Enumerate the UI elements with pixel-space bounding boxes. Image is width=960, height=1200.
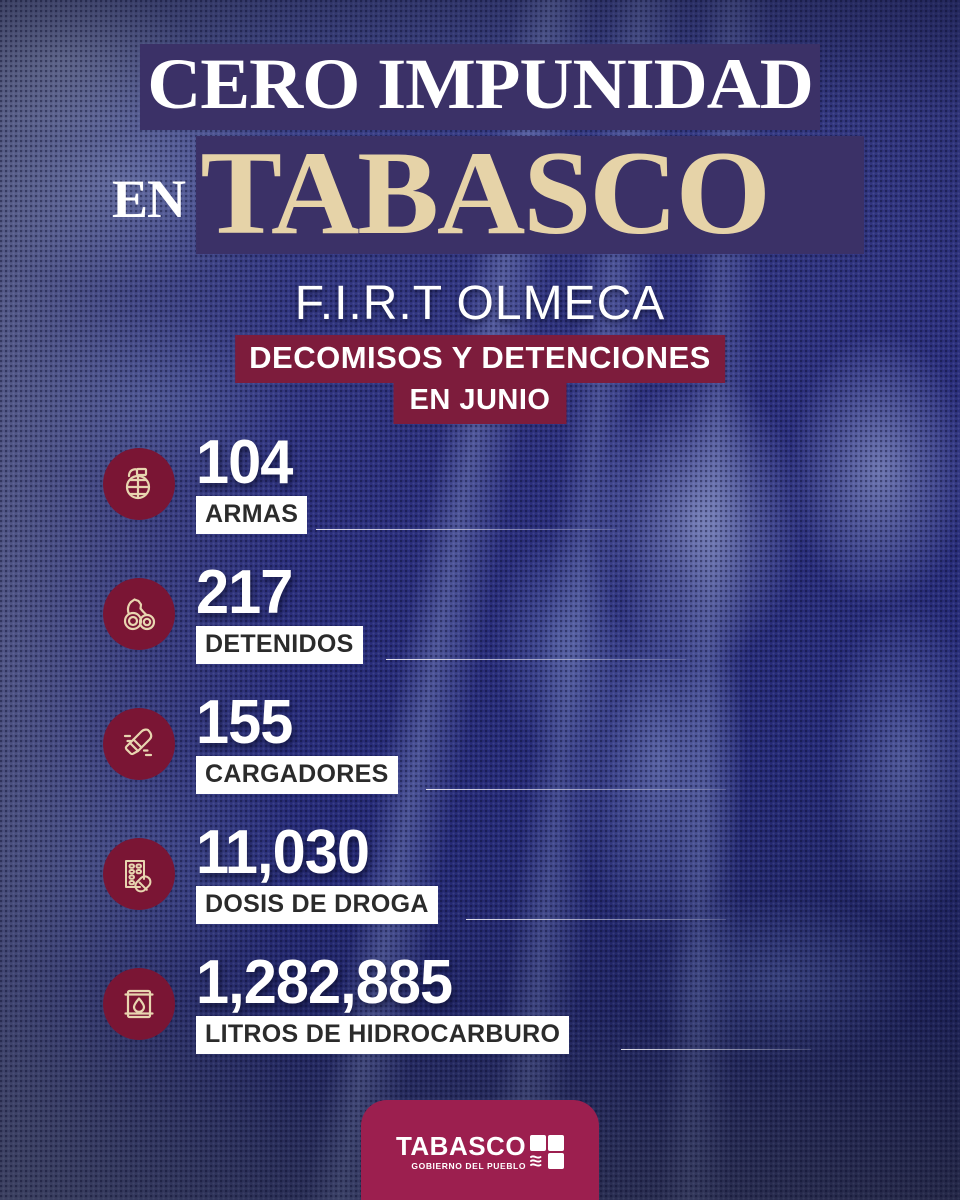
stat-value: 155 [196, 688, 293, 757]
headline-primary-text: CERO IMPUNIDAD [147, 44, 814, 124]
logo-glyph-tile-4 [548, 1153, 565, 1169]
stat-label-row: DETENIDOS [196, 626, 960, 664]
logo-title: TABASCO [395, 1131, 527, 1162]
stat-row: 104 ARMAS [0, 430, 960, 560]
headline-band [196, 136, 864, 254]
stat-label-row: LITROS DE HIDROCARBURO [196, 1016, 960, 1054]
logo-wordmark: TABASCO GOBIERNO DEL PUEBLO [396, 1133, 526, 1171]
stat-rule [466, 919, 726, 920]
footer-logo-panel: TABASCO GOBIERNO DEL PUEBLO [361, 1100, 599, 1200]
stat-value: 1,282,885 [196, 948, 453, 1017]
stat-row: 11,030 DOSIS DE DROGA [0, 820, 960, 950]
logo-wave-icon [530, 1153, 547, 1169]
stat-label: DETENIDOS [196, 626, 363, 664]
logo-subtitle: GOBIERNO DEL PUEBLO [411, 1161, 527, 1172]
headline-state-text: TABASCO [200, 126, 770, 259]
stat-rule [621, 1049, 811, 1050]
stat-row: 217 DETENIDOS [0, 560, 960, 690]
stat-label: LITROS DE HIDROCARBURO [196, 1016, 570, 1054]
stat-label: CARGADORES [196, 756, 398, 794]
stat-row: 1,282,885 LITROS DE HIDROCARBURO [0, 950, 960, 1080]
oil-barrel-icon [103, 968, 175, 1040]
bullet-icon [103, 708, 175, 780]
stat-value: 11,030 [196, 818, 370, 887]
headline-preposition: EN [112, 169, 186, 229]
stat-label: ARMAS [196, 496, 308, 534]
headline-primary: CERO IMPUNIDAD [140, 44, 820, 130]
subtitle-band-primary: DECOMISOS Y DETENCIONES [235, 335, 725, 383]
stat-label-row: DOSIS DE DROGA [196, 886, 960, 924]
operation-name: F.I.R.T OLMECA [294, 277, 666, 330]
headline-secondary: TABASCO EN [0, 130, 960, 262]
government-logo: TABASCO GOBIERNO DEL PUEBLO [396, 1133, 565, 1171]
stat-value: 104 [196, 428, 293, 497]
logo-glyph-grid [530, 1135, 565, 1169]
stat-rule [426, 789, 726, 790]
logo-glyph-tile-1 [530, 1135, 547, 1151]
subtitle-band-secondary: EN JUNIO [393, 380, 567, 424]
stat-value: 217 [196, 558, 293, 627]
stat-rule [316, 529, 616, 530]
statistics-list: 104 ARMAS [0, 430, 960, 1080]
handcuffs-icon [103, 578, 175, 650]
pills-blister-icon [103, 838, 175, 910]
stat-row: 155 CARGADORES [0, 690, 960, 820]
stat-label-row: CARGADORES [196, 756, 960, 794]
stat-rule [386, 659, 686, 660]
logo-glyph-tile-2 [548, 1135, 565, 1151]
stat-label: DOSIS DE DROGA [196, 886, 438, 924]
stat-label-row: ARMAS [196, 496, 960, 534]
grenade-icon [103, 448, 175, 520]
headline-state: TABASCO [200, 130, 770, 256]
